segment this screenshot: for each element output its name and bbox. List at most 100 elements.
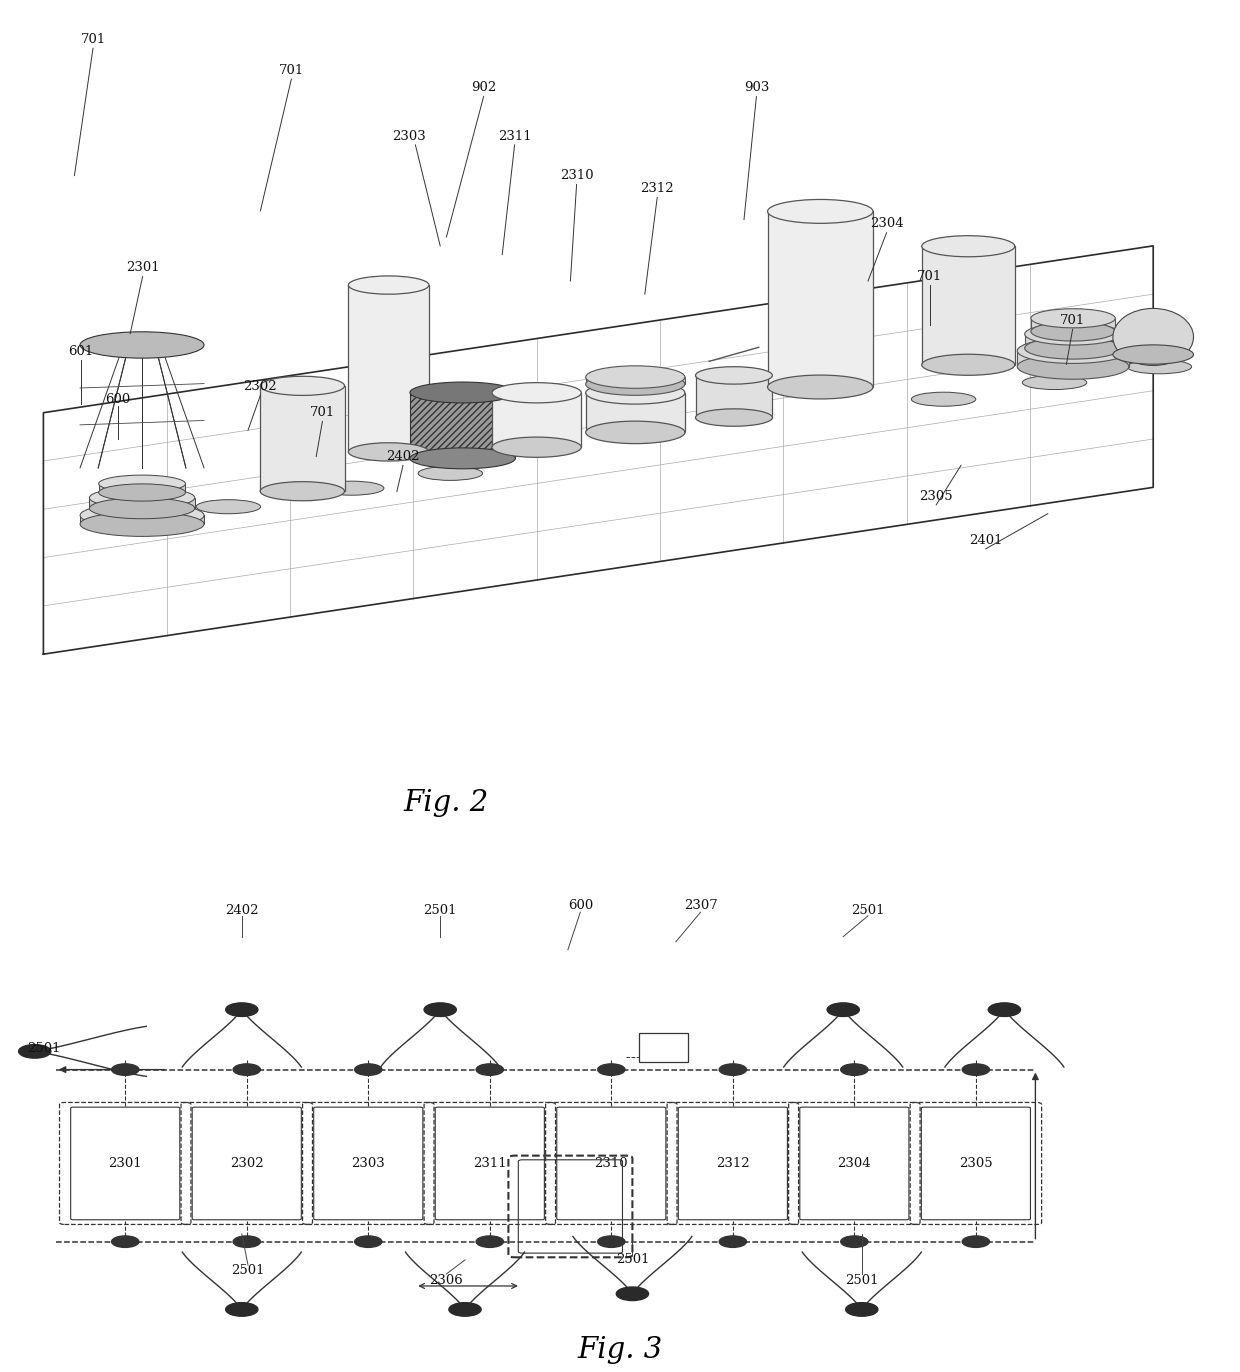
Text: Fig. 2: Fig. 2 [404,789,489,818]
Text: 2402: 2402 [224,904,259,916]
Ellipse shape [585,373,684,395]
Text: 2402: 2402 [386,450,420,464]
Text: 2501: 2501 [231,1264,265,1277]
Text: 2501: 2501 [26,1043,61,1055]
Circle shape [827,1003,859,1017]
Text: 2310: 2310 [559,169,594,182]
Ellipse shape [921,354,1014,376]
Circle shape [355,1236,382,1247]
Text: 2304: 2304 [869,217,904,230]
Circle shape [841,1063,868,1076]
Ellipse shape [585,366,684,388]
Bar [1030,318,1115,332]
Text: 2301: 2301 [125,261,160,274]
Text: 2501: 2501 [844,1275,879,1287]
Circle shape [476,1236,503,1247]
Bar [768,211,873,387]
Circle shape [616,1287,649,1301]
Ellipse shape [1017,354,1128,379]
Ellipse shape [410,381,516,403]
Ellipse shape [260,482,345,501]
Text: 2312: 2312 [640,182,675,195]
Ellipse shape [1127,359,1192,373]
Ellipse shape [492,383,582,403]
Circle shape [424,1003,456,1017]
Ellipse shape [1030,322,1115,342]
Text: 2301: 2301 [108,1157,143,1170]
Circle shape [841,1236,868,1247]
Ellipse shape [418,466,482,480]
Bar [585,392,684,432]
Ellipse shape [1114,344,1193,364]
Text: 2501: 2501 [423,904,458,916]
Text: 2303: 2303 [392,129,427,143]
Ellipse shape [696,409,773,427]
Circle shape [355,1063,382,1076]
Text: 601: 601 [68,344,93,358]
Circle shape [962,1063,990,1076]
Ellipse shape [1114,309,1193,365]
Text: 600: 600 [568,899,593,912]
Text: 2302: 2302 [243,380,278,392]
Circle shape [226,1003,258,1017]
Text: 2310: 2310 [594,1157,629,1170]
Bar [89,498,195,508]
Circle shape [598,1063,625,1076]
Ellipse shape [89,498,195,519]
Text: 2305: 2305 [959,1157,993,1170]
Bar [1017,351,1128,366]
Ellipse shape [260,376,345,395]
Circle shape [719,1063,746,1076]
Ellipse shape [99,484,186,501]
Ellipse shape [921,236,1014,257]
Text: 2311: 2311 [472,1157,507,1170]
Text: 2311: 2311 [497,129,532,143]
Text: 2305: 2305 [919,490,954,502]
Text: 2306: 2306 [429,1275,464,1287]
Bar [1024,335,1121,348]
Circle shape [476,1063,503,1076]
Text: 701: 701 [81,33,105,47]
Ellipse shape [1030,309,1115,328]
Circle shape [226,1302,258,1316]
Bar [348,285,429,451]
Text: 2501: 2501 [851,904,885,916]
Ellipse shape [81,512,205,536]
Ellipse shape [1022,376,1086,390]
Text: 903: 903 [744,81,769,95]
Ellipse shape [81,504,205,528]
Ellipse shape [1024,324,1121,344]
Circle shape [988,1003,1021,1017]
Ellipse shape [348,443,429,461]
Circle shape [233,1236,260,1247]
Bar [260,386,345,491]
Circle shape [233,1063,260,1076]
Ellipse shape [585,421,684,443]
Ellipse shape [1017,338,1128,364]
Ellipse shape [348,276,429,294]
Text: 2304: 2304 [837,1157,872,1170]
Ellipse shape [911,392,976,406]
Circle shape [962,1236,990,1247]
Ellipse shape [1024,338,1121,359]
Circle shape [112,1236,139,1247]
Bar [492,392,582,447]
Text: 2303: 2303 [351,1157,386,1170]
Circle shape [19,1044,51,1058]
Bar [921,246,1014,365]
Bar [639,1033,688,1062]
Ellipse shape [320,482,384,495]
Bar [696,376,773,417]
Ellipse shape [492,438,582,457]
Text: 2307: 2307 [683,899,718,912]
Text: 2312: 2312 [715,1157,750,1170]
Circle shape [846,1302,878,1316]
Ellipse shape [768,199,873,224]
Circle shape [112,1063,139,1076]
Ellipse shape [89,487,195,508]
Ellipse shape [696,366,773,384]
Ellipse shape [81,332,205,358]
Ellipse shape [99,475,186,493]
Ellipse shape [768,375,873,399]
Ellipse shape [196,499,260,513]
